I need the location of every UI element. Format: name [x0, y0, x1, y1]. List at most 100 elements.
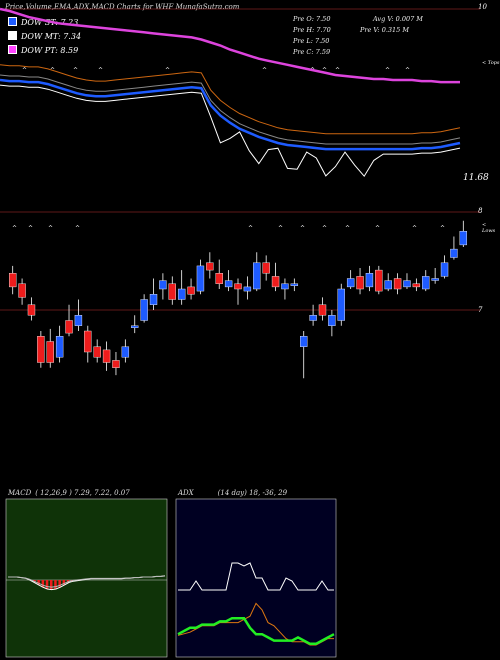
candle-body	[459, 231, 468, 246]
candle-body	[262, 262, 270, 274]
adx-top-line	[178, 562, 334, 591]
low-marker: ^	[375, 225, 380, 232]
candle-body	[422, 276, 430, 290]
candle-body	[131, 325, 139, 328]
avg-volume: Avg V: 0.007 M	[373, 15, 423, 23]
top-marker: ^	[22, 67, 27, 74]
macd-signal-line	[8, 575, 166, 588]
candle-body	[55, 336, 64, 358]
candle-body	[8, 273, 17, 288]
top-marker: ^	[98, 67, 103, 74]
candle-body	[84, 330, 92, 353]
top-marker: ^	[322, 67, 327, 74]
candle-body	[206, 262, 214, 271]
ema-short-line	[0, 78, 461, 151]
candle-body	[102, 349, 111, 363]
candle-body	[243, 286, 252, 292]
top-marker: ^	[405, 67, 410, 74]
axis-tops-label: < Tops	[482, 60, 500, 66]
candle-body	[375, 269, 383, 292]
candle-body	[37, 336, 45, 363]
adx-params: (14 day) 18, -36, 29	[217, 489, 288, 497]
macd-histogram-bar	[66, 580, 70, 583]
top-marker: ^	[262, 67, 267, 74]
candle-body	[168, 283, 176, 300]
candle-axis-value: 7	[478, 306, 483, 314]
low-marker: ^	[75, 225, 80, 232]
macd-histogram-bar	[41, 580, 45, 588]
low-marker: ^	[248, 225, 253, 232]
candle-body	[65, 320, 73, 334]
candle-body	[112, 360, 120, 368]
candle-body	[149, 294, 158, 305]
candle-body	[74, 315, 83, 326]
macd-histogram-bar	[37, 580, 40, 585]
low-marker: ^	[440, 225, 445, 232]
candle-body	[431, 278, 439, 281]
dow-pt-text: DOW PT: 8.59	[21, 46, 79, 55]
candle-body	[27, 304, 36, 316]
candle-body	[328, 315, 336, 326]
candle-body	[384, 280, 392, 290]
candle-body	[253, 262, 261, 290]
macd-histogram-bar	[45, 580, 49, 589]
axis-top-value: 10	[478, 3, 487, 11]
candle-body	[46, 341, 54, 363]
ema-mid-line	[0, 64, 461, 135]
low-marker: ^	[48, 225, 53, 232]
axis-lows-label: < Lows	[482, 222, 496, 234]
macd-header: MACD( 12,26,9 ) 7.29, 7.22, 0.07	[8, 489, 130, 497]
candle-body	[346, 278, 355, 288]
axis-mid-value: 8	[478, 207, 483, 215]
candle-body	[393, 278, 402, 290]
dow-mt-swatch	[8, 31, 17, 40]
candle-body	[365, 273, 374, 288]
candle-body	[337, 288, 345, 321]
dow-pt-label: DOW PT: 8.59	[8, 45, 78, 55]
prev-high: Pre H: 7.70	[293, 26, 331, 34]
candle-body	[271, 276, 280, 288]
candle-body	[215, 273, 223, 284]
candle-body	[412, 283, 421, 288]
macd-name: MACD	[8, 489, 32, 497]
candle-body	[196, 265, 205, 292]
macd-histogram-bar	[50, 580, 53, 590]
prev-volume: Pre V: 0.315 M	[360, 26, 410, 34]
candle-body	[159, 280, 167, 290]
adx-name: ADX	[178, 489, 194, 497]
macd-histogram-bar	[62, 580, 66, 585]
ema-long-line	[0, 7, 460, 84]
candle-body	[450, 248, 458, 258]
ema-grey-line	[0, 74, 461, 145]
macd-histogram-bar	[58, 580, 61, 588]
chart-title: Price,Volume,EMA,ADX,MACD Charts for WHF…	[5, 3, 240, 11]
top-marker: ^	[385, 67, 390, 74]
candle-body	[440, 262, 449, 277]
candle-body	[140, 299, 148, 321]
low-marker: ^	[412, 225, 417, 232]
macd-histogram-bar	[54, 580, 57, 589]
candle-body	[403, 280, 411, 288]
dow-pt-swatch	[8, 45, 17, 54]
macd-params: ( 12,26,9 ) 7.29, 7.22, 0.07	[35, 489, 130, 497]
candle-body	[121, 346, 130, 358]
low-marker: ^	[300, 225, 305, 232]
dow-mt-label: DOW MT: 7.34	[8, 31, 81, 41]
candle-body	[18, 283, 26, 298]
candle-body	[290, 283, 299, 286]
adx-header: ADX (14 day) 18, -36, 29	[178, 489, 287, 497]
dow-st-swatch	[8, 17, 17, 26]
candle-body	[187, 286, 195, 295]
low-marker: ^	[345, 225, 350, 232]
candle-body	[234, 283, 242, 290]
prev-open: Pre O: 7.50	[293, 15, 331, 23]
price-line	[0, 84, 461, 178]
candle-body	[177, 288, 186, 300]
macd-panel	[5, 498, 168, 658]
candle-body	[224, 280, 233, 288]
top-marker: ^	[73, 67, 78, 74]
low-marker: ^	[322, 225, 327, 232]
low-marker: ^	[28, 225, 33, 232]
dow-mt-text: DOW MT: 7.34	[21, 32, 82, 41]
